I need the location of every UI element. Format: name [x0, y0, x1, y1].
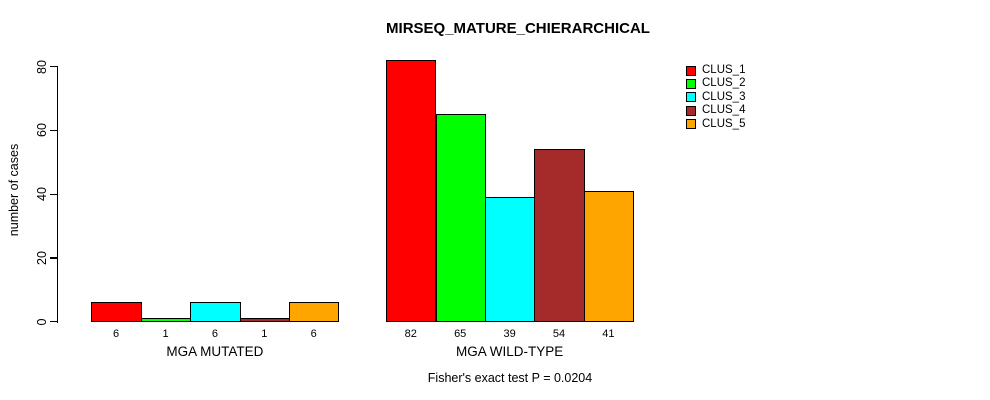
- legend-item-label: CLUS_4: [702, 104, 746, 117]
- y-axis-title: number of cases: [7, 143, 21, 237]
- bar-clus_3: [190, 302, 241, 322]
- y-tick: [50, 129, 58, 132]
- legend-item: CLUS_4: [686, 104, 745, 117]
- legend-item: CLUS_3: [686, 91, 745, 104]
- bar-clus_4: [239, 318, 290, 322]
- bar-value-label: 6: [113, 328, 120, 340]
- bar-value-label: 6: [211, 328, 218, 340]
- y-tick: [50, 193, 58, 195]
- bar-value-label: 54: [552, 328, 566, 340]
- y-tick-label: 20: [35, 250, 49, 265]
- legend-swatch-icon: [686, 79, 696, 90]
- legend: CLUS_1 CLUS_2 CLUS_3 CLUS_4 CLUS_5: [686, 64, 745, 131]
- y-tick-label: 40: [35, 187, 49, 201]
- bar-clus_5: [289, 302, 340, 322]
- legend-item-label: CLUS_1: [702, 63, 746, 76]
- legend-item: CLUS_2: [686, 77, 745, 90]
- legend-swatch-icon: [686, 92, 696, 103]
- bar-clus_5: [583, 190, 635, 322]
- bar-clus_1: [386, 60, 437, 322]
- legend-item: CLUS_5: [686, 118, 745, 131]
- legend-item-label: CLUS_2: [702, 77, 746, 90]
- x-category-label: MGA WILD-TYPE: [455, 344, 564, 359]
- bar-value-label: 39: [503, 328, 516, 340]
- x-category-label: MGA MUTATED: [166, 344, 264, 359]
- bar-clus_4: [534, 149, 585, 322]
- y-tick-label: 0: [35, 318, 49, 325]
- chart-title: MIRSEQ_MATURE_CHIERARCHICAL: [386, 20, 650, 37]
- bar-value-label: 1: [261, 328, 268, 340]
- bar-clus_2: [435, 114, 486, 322]
- y-tick: [50, 321, 58, 323]
- y-tick: [50, 66, 58, 68]
- y-tick: [50, 257, 58, 259]
- annotation-text: Fisher's exact test P = 0.0204: [427, 371, 593, 385]
- y-tick-label: 60: [35, 123, 49, 138]
- legend-item-label: CLUS_3: [702, 90, 746, 103]
- legend-swatch-icon: [686, 119, 696, 130]
- legend-item-label: CLUS_5: [702, 117, 746, 130]
- y-tick-label: 80: [35, 59, 49, 74]
- bar-value-label: 41: [602, 328, 615, 340]
- bar-clus_2: [140, 318, 192, 322]
- legend-swatch-icon: [686, 105, 696, 116]
- bar-value-label: 65: [454, 328, 467, 340]
- bar-value-label: 1: [162, 328, 169, 340]
- bar-value-label: 6: [310, 328, 317, 340]
- bar-value-label: 82: [404, 328, 417, 340]
- bar-clus_3: [484, 197, 536, 322]
- legend-swatch-icon: [686, 65, 696, 76]
- bar-clus_1: [91, 302, 142, 322]
- legend-item: CLUS_1: [686, 64, 745, 77]
